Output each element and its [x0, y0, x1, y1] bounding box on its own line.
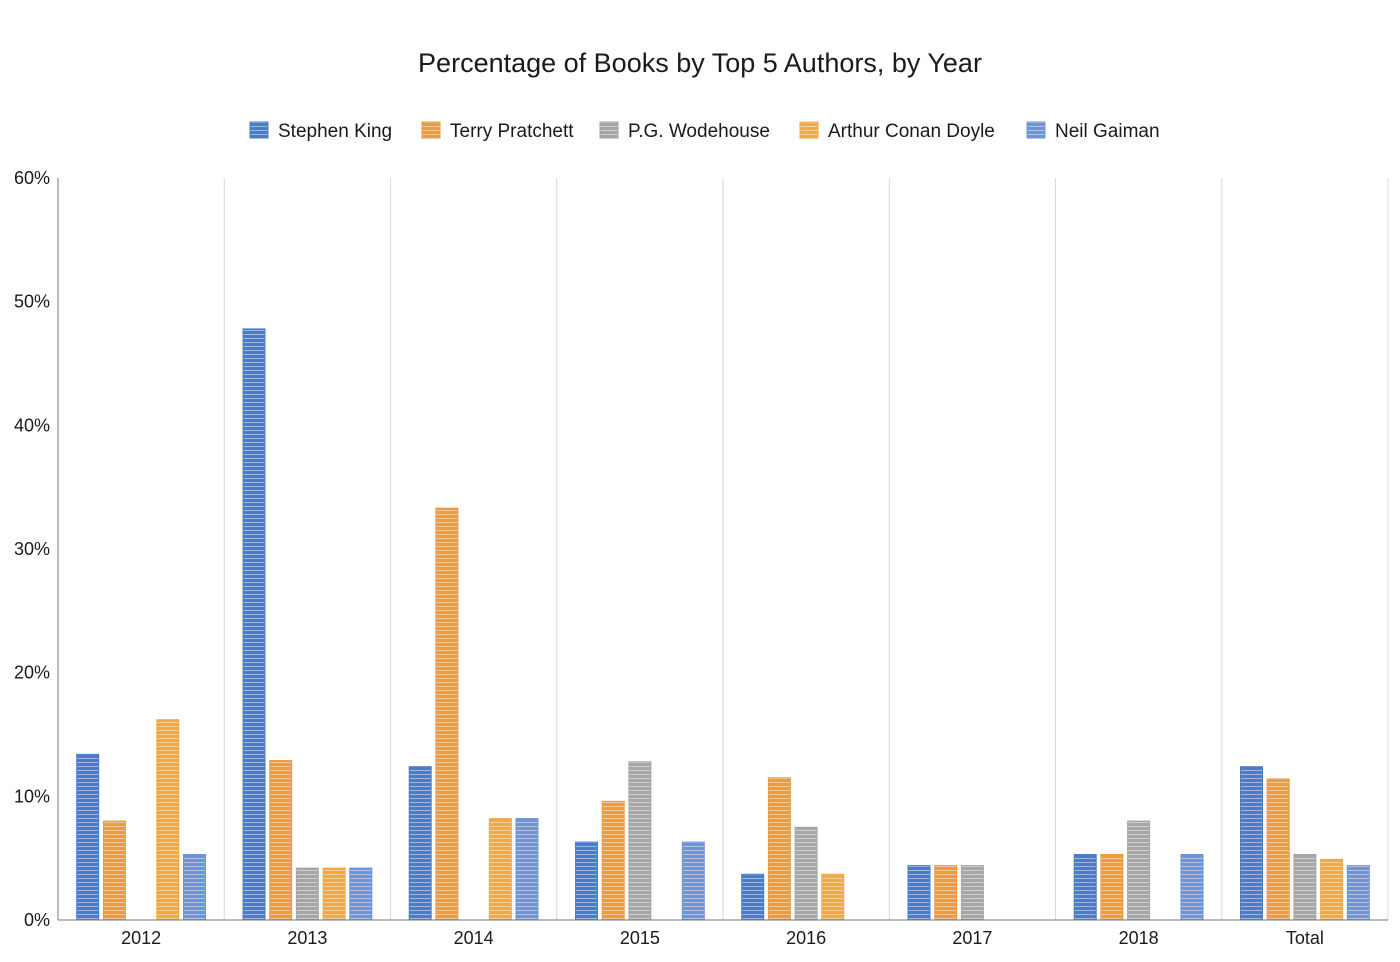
legend-label: Arthur Conan Doyle	[828, 121, 995, 142]
x-tick-label: Total	[1286, 928, 1324, 948]
bar-arthur-conan-doyle-2013	[322, 867, 346, 921]
y-tick-label: 50%	[14, 292, 50, 312]
legend: Stephen King Terry Pratchett P.G. Wodehous…	[249, 121, 1160, 142]
bar-arthur-conan-doyle-total	[1320, 858, 1344, 921]
bar-neil-gaiman-2012	[183, 854, 206, 921]
bar-neil-gaiman-2015	[681, 841, 705, 921]
y-tick-label: 30%	[14, 539, 50, 559]
bar-arthur-conan-doyle-2014	[488, 818, 512, 921]
legend-swatch	[421, 121, 441, 139]
bar-terry-pratchett-2012	[102, 820, 126, 921]
legend-label: Terry Pratchett	[450, 121, 574, 142]
x-tick-label: 2018	[1119, 928, 1159, 948]
y-tick-label: 60%	[14, 168, 50, 188]
bar-terry-pratchett-2017	[934, 865, 958, 921]
y-tick-label: 0%	[24, 910, 50, 930]
legend-item-arthur-conan-doyle: Arthur Conan Doyle	[799, 121, 995, 142]
bar-stephen-king-2014	[408, 766, 432, 921]
bar-stephen-king-2016	[741, 873, 765, 921]
x-tick-label: 2013	[287, 928, 327, 948]
legend-swatch	[599, 121, 619, 139]
x-axis: 2012 2013 2014 2015 2016 2017 2018 Total	[58, 919, 1388, 948]
bar-stephen-king-2018	[1073, 854, 1097, 921]
x-tick-label: 2015	[620, 928, 660, 948]
bar-stephen-king-2015	[575, 841, 598, 921]
bar-p-g-wodehouse-2018	[1127, 820, 1151, 921]
bars	[76, 328, 1370, 921]
bar-stephen-king-2017	[907, 865, 931, 921]
chart-title: Percentage of Books by Top 5 Authors, by…	[418, 48, 982, 78]
bar-arthur-conan-doyle-2016	[821, 873, 845, 921]
bar-arthur-conan-doyle-2012	[156, 719, 180, 921]
bar-stephen-king-2012	[76, 753, 100, 921]
y-tick-label: 20%	[14, 663, 50, 683]
bar-p-g-wodehouse-2016	[794, 826, 818, 921]
legend-label: Stephen King	[278, 121, 392, 142]
x-tick-label: 2016	[786, 928, 826, 948]
x-tick-label: 2017	[952, 928, 992, 948]
legend-label: Neil Gaiman	[1055, 121, 1160, 142]
bar-stephen-king-total	[1240, 766, 1263, 921]
bar-p-g-wodehouse-total	[1293, 854, 1317, 921]
legend-swatch	[249, 121, 269, 139]
legend-item-stephen-king: Stephen King	[249, 121, 392, 142]
bar-p-g-wodehouse-2013	[295, 867, 319, 921]
y-tick-label: 40%	[14, 415, 50, 435]
bar-terry-pratchett-2015	[601, 800, 625, 921]
bar-terry-pratchett-2016	[767, 777, 791, 921]
bar-neil-gaiman-2018	[1180, 854, 1204, 921]
y-axis: 0% 10% 20% 30% 40% 50% 60%	[14, 168, 59, 930]
bar-terry-pratchett-2014	[435, 507, 459, 921]
bar-neil-gaiman-total	[1346, 865, 1370, 921]
bar-terry-pratchett-2018	[1100, 854, 1124, 921]
y-tick-label: 10%	[14, 786, 50, 806]
x-tick-label: 2014	[454, 928, 494, 948]
legend-swatch	[799, 121, 819, 139]
gridlines	[223, 178, 1389, 920]
bar-p-g-wodehouse-2015	[628, 761, 652, 921]
bar-neil-gaiman-2014	[515, 818, 539, 921]
bar-stephen-king-2013	[242, 328, 266, 921]
legend-label: P.G. Wodehouse	[628, 121, 770, 142]
legend-item-neil-gaiman: Neil Gaiman	[1026, 121, 1160, 142]
bar-neil-gaiman-2013	[349, 867, 373, 921]
bar-terry-pratchett-total	[1266, 778, 1290, 921]
bar-p-g-wodehouse-2017	[960, 865, 984, 921]
x-tick-label: 2012	[121, 928, 161, 948]
legend-item-terry-pratchett: Terry Pratchett	[421, 121, 574, 142]
bar-terry-pratchett-2013	[269, 760, 293, 921]
legend-swatch	[1026, 121, 1046, 139]
legend-item-p-g-wodehouse: P.G. Wodehouse	[599, 121, 770, 142]
